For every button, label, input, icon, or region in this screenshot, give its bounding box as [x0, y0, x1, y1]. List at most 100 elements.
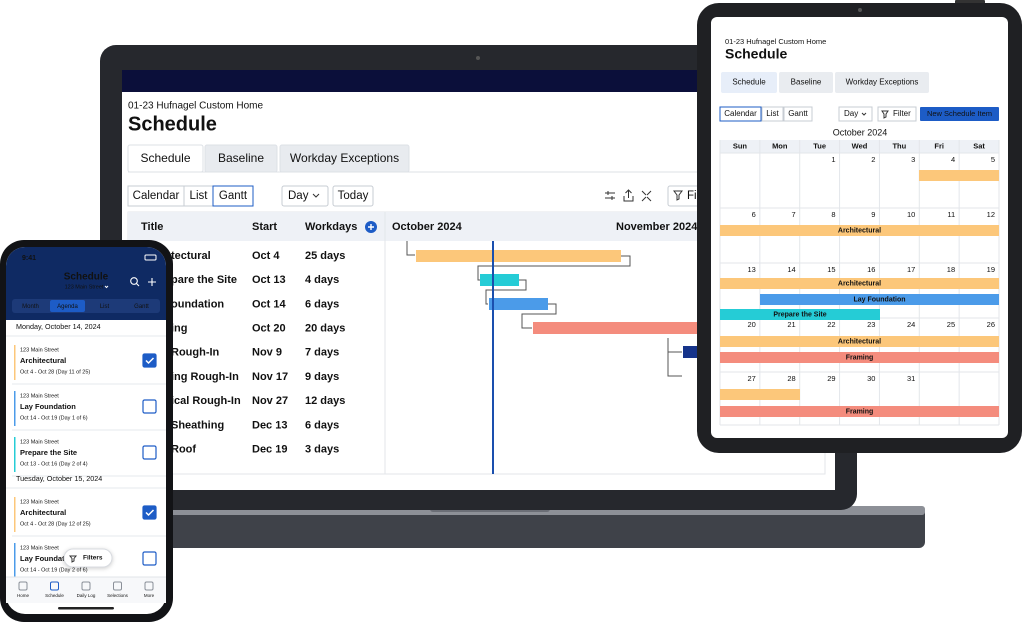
tab-label[interactable]: Baseline — [791, 78, 822, 87]
weekday: Fri — [934, 141, 944, 150]
event-label: Framing — [846, 409, 874, 416]
item-address: 123 Main Street — [20, 499, 59, 505]
view-button-label[interactable]: List — [766, 109, 779, 118]
item-dates: Oct 4 - Oct 28 (Day 11 of 25) — [20, 369, 90, 375]
item-accent — [14, 543, 16, 578]
segment-label[interactable]: Month — [22, 304, 39, 310]
project-name: 01-23 Hufnagel Custom Home — [128, 101, 264, 112]
chevron — [312, 193, 320, 198]
item-checkbox[interactable] — [142, 445, 157, 460]
tab[interactable] — [721, 72, 777, 93]
item-address: 123 Main Street — [20, 545, 59, 551]
nav-icon[interactable] — [81, 581, 91, 591]
new-item-label[interactable]: New Schedule Item — [927, 109, 992, 118]
weekday: Sun — [733, 141, 748, 150]
row-title: ical Rough-In — [171, 395, 241, 407]
tablet: 01-23 Hufnagel Custom HomeScheduleSchedu… — [697, 0, 1022, 453]
tab[interactable] — [835, 72, 929, 93]
row-title: Rough-In — [171, 347, 220, 359]
row-workdays: 9 days — [305, 371, 339, 383]
tab-label[interactable]: Workday Exceptions — [846, 78, 919, 87]
row-start: Oct 4 — [252, 250, 280, 262]
calendar-date: 31 — [907, 374, 915, 383]
row-start: Oct 13 — [252, 274, 286, 286]
view-button[interactable] — [783, 106, 813, 122]
dependency — [667, 338, 682, 377]
tab-label[interactable]: Workday Exceptions — [290, 151, 399, 165]
item-checkbox[interactable] — [142, 505, 157, 520]
segment-label[interactable]: Gantt — [134, 304, 149, 310]
nav-icon[interactable] — [50, 581, 59, 591]
tab[interactable] — [779, 72, 833, 93]
row-workdays: 6 days — [305, 298, 339, 310]
calendar-date: 29 — [827, 374, 835, 383]
new-item-button[interactable] — [920, 107, 999, 121]
item-checkbox[interactable] — [142, 551, 157, 566]
view-button-label[interactable]: List — [190, 190, 209, 202]
segment-label[interactable]: List — [100, 304, 110, 310]
today-label[interactable]: Today — [338, 190, 369, 202]
filter-label[interactable]: Filter — [893, 109, 911, 118]
row-workdays: 4 days — [305, 274, 339, 286]
nav-icon[interactable] — [144, 581, 154, 591]
nav-label[interactable]: Selections — [107, 593, 129, 598]
filters-icon — [68, 555, 78, 563]
view-button-label[interactable]: Calendar — [724, 109, 757, 118]
settings-icon — [605, 191, 615, 200]
item-checkbox[interactable] — [142, 353, 157, 368]
plus — [368, 224, 374, 230]
nav-label[interactable]: More — [144, 593, 155, 598]
row-start: Oct 20 — [252, 323, 286, 335]
item-accent — [14, 345, 16, 380]
view-button[interactable] — [719, 106, 762, 122]
event-label: Architectural — [838, 339, 881, 346]
segment-label[interactable]: Agenda — [57, 304, 78, 310]
nav-label[interactable]: Schedule — [45, 593, 64, 598]
calendar-date: 12 — [987, 210, 995, 219]
search-icon[interactable] — [130, 277, 138, 285]
gantt-bar — [489, 298, 548, 310]
row-title: tectural — [171, 250, 211, 262]
filter-label[interactable]: Fi — [687, 190, 697, 202]
item-checkbox[interactable] — [142, 399, 157, 414]
event-bar — [760, 294, 999, 305]
event-label: Framing — [846, 355, 874, 362]
zoom-label[interactable]: Day — [288, 190, 309, 202]
status-time: 9:41 — [22, 255, 36, 262]
nav-label[interactable]: Daily Log — [77, 593, 96, 598]
checkmark — [145, 357, 155, 365]
filters-label[interactable]: Filters — [83, 555, 103, 562]
view-button-label[interactable]: Calendar — [133, 190, 180, 202]
month-header: November 2024 — [616, 221, 698, 233]
view-button[interactable] — [212, 185, 254, 207]
view-button-label[interactable]: Gantt — [219, 190, 248, 202]
item-name: Lay Foundation — [20, 402, 76, 411]
item-accent — [14, 497, 16, 532]
view-button[interactable] — [761, 106, 784, 122]
gantt-bar — [533, 322, 697, 334]
weekday: Sat — [973, 141, 985, 150]
tab-label[interactable]: Schedule — [732, 78, 766, 87]
tab-label[interactable]: Schedule — [140, 151, 190, 165]
phone-subtitle: 123 Main Street — [65, 284, 104, 290]
calendar-date: 25 — [947, 320, 955, 329]
item-dates: Oct 14 - Oct 19 (Day 2 of 6) — [20, 567, 88, 573]
nav-icon[interactable] — [18, 581, 28, 591]
item-name: Architectural — [20, 508, 66, 517]
event-bar — [720, 352, 999, 363]
filters-button[interactable] — [63, 548, 113, 568]
nav-icon[interactable] — [113, 581, 122, 591]
view-button-label[interactable]: Gantt — [788, 109, 808, 118]
zoom-select[interactable] — [838, 106, 873, 122]
zoom-select[interactable] — [281, 185, 329, 207]
tab-label[interactable]: Baseline — [218, 151, 264, 165]
today-button[interactable] — [332, 185, 374, 207]
calendar-date: 28 — [787, 374, 795, 383]
item-dates: Oct 13 - Oct 16 (Day 2 of 4) — [20, 461, 88, 467]
nav-label[interactable]: Home — [17, 593, 30, 598]
chevron — [861, 112, 867, 116]
calendar-date: 20 — [748, 320, 756, 329]
zoom-label[interactable]: Day — [844, 109, 858, 118]
calendar-date: 24 — [907, 320, 915, 329]
